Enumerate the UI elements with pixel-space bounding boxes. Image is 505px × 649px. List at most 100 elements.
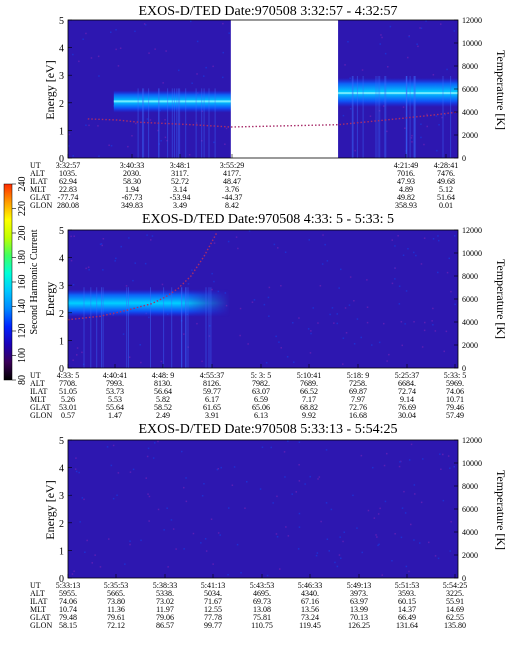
panel-2-noise-pixel xyxy=(83,363,85,366)
panel-3-ephemeris-value: 5:33:13 xyxy=(56,581,80,590)
panel-3-noise-pixel xyxy=(317,478,319,480)
panel-3-noise-pixel xyxy=(212,563,214,565)
panel-2-noise-pixel xyxy=(326,260,329,262)
panel-2-band-1 xyxy=(68,289,230,317)
panel-3-noise-pixel xyxy=(410,443,413,446)
panel-2-ephemeris-value: 66.52 xyxy=(300,387,318,396)
panel-3-noise-pixel xyxy=(386,452,388,455)
panel-1-noise-pixel xyxy=(438,124,440,126)
panel-2-noise-pixel xyxy=(183,333,185,335)
panel-2-noise-pixel xyxy=(391,239,393,241)
panel-3-noise-pixel xyxy=(146,455,149,458)
panel-3-noise-pixel xyxy=(328,550,330,552)
panel-2-ephemeris-value: 72.74 xyxy=(398,387,416,396)
panel-1-noise-pixel xyxy=(165,50,167,52)
panel-3-noise-pixel xyxy=(272,502,274,504)
panel-2-noise-pixel xyxy=(237,247,239,250)
panel-1-noise-pixel xyxy=(90,57,93,59)
panel-1-noise-pixel xyxy=(384,52,387,55)
panel-2-noise-pixel xyxy=(277,247,279,249)
panel-2-ephemeris-value: 7.97 xyxy=(351,395,365,404)
panel-1-ephemeris-value: -67.73 xyxy=(122,193,143,202)
panel-3-noise-pixel xyxy=(287,535,290,537)
panel-3-plot: 0 1 2 3 4 5 0 2000 4000 6000 8000 10000 12000 UT 5:33:… xyxy=(30,436,482,630)
panel-1-ephemeris-value: 51.64 xyxy=(437,193,455,202)
panel-2-ephemeris: UT 4:33: 5 4:40:41 4:48: 9 4:55:37 5: 3: 5 5:1… xyxy=(30,371,466,420)
panel-3-noise-pixel xyxy=(106,446,109,448)
panel-3-y2tick-label: 6000 xyxy=(462,505,478,514)
panel-3-noise-pixel xyxy=(84,551,86,553)
panel-2-noise-pixel xyxy=(402,254,405,256)
panel-2-noise-pixel xyxy=(187,346,189,348)
colorbar-tick-label: 220 xyxy=(17,201,28,216)
panel-2-noise-pixel xyxy=(329,313,331,316)
panel-3-y2tick-label: 8000 xyxy=(462,482,478,491)
panel-3-noise-pixel xyxy=(439,453,441,455)
panel-3-y2tick-label: 4000 xyxy=(462,528,478,537)
panel-3-noise-pixel xyxy=(154,442,156,444)
panel-2-noise-pixel xyxy=(248,230,251,232)
panel-2-y2tick-label: 10000 xyxy=(462,249,482,258)
panel-3-noise-pixel xyxy=(377,544,379,547)
panel-2-noise-pixel xyxy=(378,341,381,344)
panel-3-noise-pixel xyxy=(316,552,319,554)
panel-2-ephemeris-value: 76.69 xyxy=(398,403,416,412)
panel-1-y2tick-label: 6000 xyxy=(462,85,478,94)
panel-3-noise-pixel xyxy=(379,507,381,510)
panel-2-noise-pixel xyxy=(331,307,334,309)
panel-2-ephemeris-value: 10.71 xyxy=(446,395,464,404)
panel-2-ytick-label: 4 xyxy=(59,254,64,265)
panel-3-ephemeris-value: 3973. xyxy=(350,589,368,598)
panel-3-ephemeris-value: 79.48 xyxy=(59,613,77,622)
panel-1-noise-pixel xyxy=(425,20,427,22)
panel-3-noise-pixel xyxy=(403,490,405,493)
panel-1-ephemeris-value: 22.83 xyxy=(59,185,77,194)
panel-2-noise-pixel xyxy=(308,239,310,241)
panel-2-noise-pixel xyxy=(420,263,423,265)
panel-1-ephemeris-value: 4.89 xyxy=(399,185,413,194)
panel-3-noise-pixel xyxy=(236,543,239,546)
panel-1-noise-pixel xyxy=(119,47,122,49)
panel-3-noise-pixel xyxy=(342,540,344,543)
panel-3-ylabel: Energy [eV] xyxy=(43,480,57,539)
panel-1-noise-pixel xyxy=(160,140,162,142)
panel-3-noise-pixel xyxy=(383,464,386,467)
panel-2-noise-pixel xyxy=(85,267,87,270)
panel-2-noise-pixel xyxy=(391,282,394,285)
panel-3-noise-pixel xyxy=(74,468,77,470)
panel-2-noise-pixel xyxy=(400,321,403,323)
colorbar-tick-label: 240 xyxy=(17,177,28,192)
panel-1-noise-pixel xyxy=(436,149,438,152)
panel-3-noise-pixel xyxy=(145,477,147,479)
panel-1-noise-pixel xyxy=(344,64,346,66)
panel-1-noise-pixel xyxy=(369,115,372,117)
panel-1-ephemeris: UT 3:32:57 3:40:33 3:48:1 3:55:29 4:21:49 4:28… xyxy=(30,161,458,210)
panel-1-ephemeris-value: 1.94 xyxy=(125,185,139,194)
panel-3-noise-pixel xyxy=(205,550,208,552)
panel-3-noise-pixel xyxy=(201,495,204,497)
panel-2-noise xyxy=(70,230,456,366)
panel-3-noise-pixel xyxy=(192,532,195,535)
panel-2-ephemeris-value: 68.82 xyxy=(300,403,318,412)
panel-2-ephemeris-value: 7258. xyxy=(349,379,367,388)
panel-2-noise-pixel xyxy=(298,317,300,319)
panel-1-noise-pixel xyxy=(222,51,224,54)
panel-3-noise-pixel xyxy=(399,461,401,463)
panel-2-ephemeris-value: 58.52 xyxy=(154,403,172,412)
panel-2-ytick-label: 1 xyxy=(59,336,64,347)
panel-3-ephemeris-value: 5:43:53 xyxy=(250,581,274,590)
panel-3-noise-pixel xyxy=(442,453,444,456)
panel-3-noise-pixel xyxy=(86,539,88,542)
panel-1-noise-pixel xyxy=(68,145,70,147)
panel-2-noise-pixel xyxy=(286,356,289,358)
panel-2-noise-pixel xyxy=(70,259,73,262)
panel-2-ephemeris-value: 6.13 xyxy=(254,411,268,420)
panel-3-noise-pixel xyxy=(297,548,300,550)
panel-1-plot: 0 1 2 3 4 5 0 2000 4000 6000 8000 10000 12000 UT 3:32:… xyxy=(30,16,482,210)
panel-1-ephemeris-value: 7016. xyxy=(397,169,415,178)
panel-2-noise-pixel xyxy=(336,322,338,325)
panel-2-noise-pixel xyxy=(437,271,439,274)
panel-3-noise-pixel xyxy=(298,480,301,482)
panel-3-ephemeris-value: 14.37 xyxy=(398,605,416,614)
